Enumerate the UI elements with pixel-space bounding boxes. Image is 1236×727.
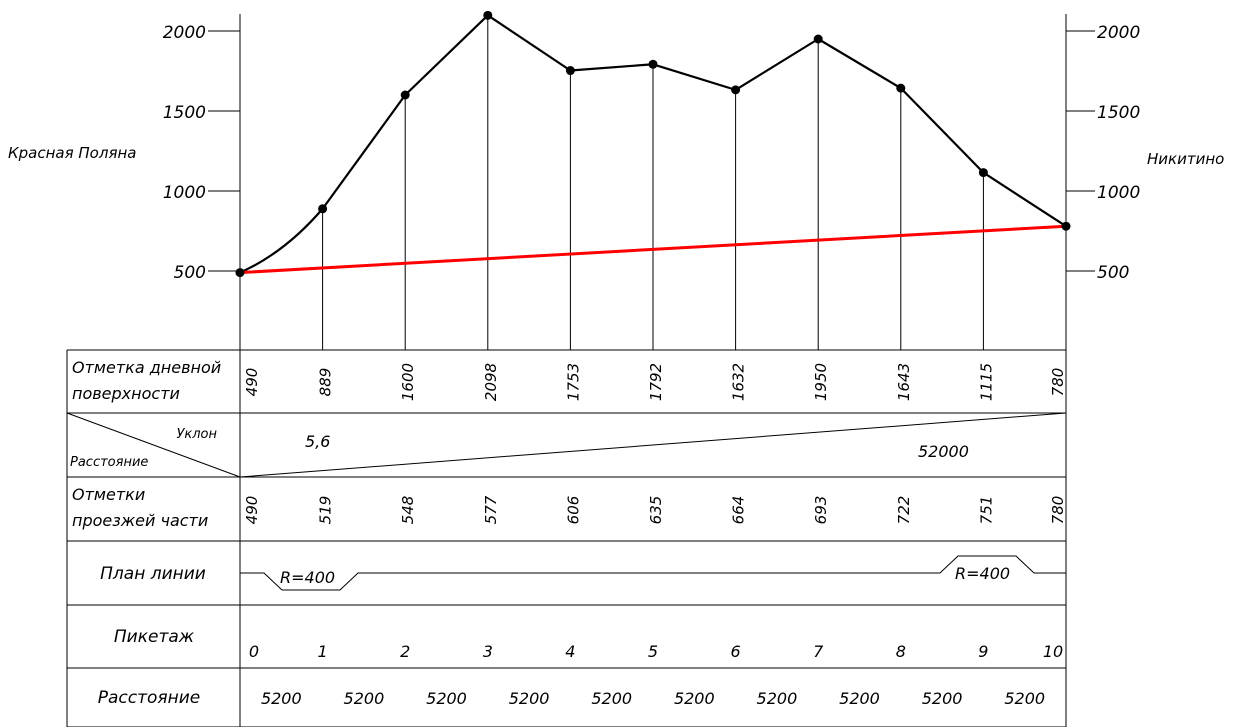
profile-point [648,59,658,69]
road-level-header-line2: проезжей части [72,511,208,530]
right-tick-label: 2000 [1097,23,1140,43]
profile-point [978,168,988,178]
road-level-value: 635 [647,496,665,525]
road-level-value: 780 [1049,496,1067,525]
right-tick-label: 500 [1097,263,1129,283]
total-distance-value: 52000 [918,442,969,461]
picket-number: 5 [648,642,658,661]
road-level-value: 577 [482,495,500,524]
right-station-name: Никитино [1147,150,1224,168]
ground-level-value: 1600 [399,363,417,401]
distance-value: 5200 [591,689,632,708]
distance-value: 5200 [426,689,467,708]
picket-number: 0 [249,642,259,661]
picket-number: 10 [1043,642,1063,661]
profile-point [235,268,245,278]
ground-level-value: 1950 [812,363,830,401]
picket-number: 9 [978,642,988,661]
distance-value: 5200 [261,689,302,708]
distance-value: 5200 [839,689,880,708]
road-level-value: 490 [243,496,261,525]
distance-row-label: Расстояние [98,688,201,708]
distance-value: 5200 [674,689,715,708]
text-labels: 500 500 1000 1000 1500 1500 2000 2000 Красная По… [8,23,1224,708]
profile-point [1061,221,1071,231]
right-tick-label: 1000 [1097,183,1140,203]
ground-level-value: 2098 [482,363,500,401]
profile-point [731,85,741,95]
slope-value: 5,6 [305,432,330,451]
picket-number: 4 [565,642,575,661]
picket-number: 7 [813,642,824,661]
ground-level-value: 1753 [564,363,582,401]
distance-value: 5200 [922,689,963,708]
profile-point [565,66,575,76]
left-tick-label: 1000 [163,183,206,203]
ground-level-header-line1: Отметка дневной [72,358,221,377]
plan-curve-left: R=400 [280,568,335,587]
road-level-value: 722 [895,496,913,525]
ground-level-value: 1632 [730,363,748,401]
picket-row-label: Пикетаж [114,627,195,647]
distance-value: 5200 [757,689,798,708]
road-level-value: 693 [812,496,830,525]
left-tick-label: 2000 [163,23,206,43]
profile-table [66,349,1067,727]
picket-number: 8 [896,642,906,661]
road-level-value: 519 [317,496,335,525]
left-station-name: Красная Поляна [8,144,136,162]
ground-level-value: 1115 [977,363,995,401]
distance-header-label: Расстояние [70,455,148,470]
picket-number: 6 [731,642,741,661]
left-tick-label: 1500 [163,103,206,123]
profile-points [235,10,1071,278]
distance-value: 5200 [344,689,385,708]
axes-group [208,14,1095,350]
distance-value: 5200 [509,689,550,708]
profile-point [813,34,823,44]
ground-level-value: 889 [317,368,335,397]
road-level-value: 548 [399,496,417,525]
ground-level-value: 1643 [895,363,913,401]
ground-level-value: 1792 [647,363,665,401]
slope-header-diagonal [66,412,241,478]
picket-number: 3 [483,642,493,661]
ground-level-value: 780 [1049,368,1067,397]
picket-verticals [322,15,984,350]
road-level-value: 664 [730,496,748,525]
ground-level-value: 490 [243,368,261,397]
profile-point [400,90,410,100]
plan-curve-right: R=400 [955,564,1010,583]
road-level-value: 606 [564,496,582,525]
slope-header-label: Уклон [176,427,217,442]
plan-row-label: План линии [100,564,206,584]
picket-number: 1 [318,642,328,661]
plan-line [240,555,1066,591]
profile-point [896,83,906,93]
design-grade-line [239,224,1067,275]
road-level-value: 751 [977,496,995,525]
left-tick-label: 500 [174,263,206,283]
road-level-header-line1: Отметки [72,485,145,504]
slope-diagonal [239,412,1067,478]
distance-value: 5200 [1004,689,1045,708]
right-tick-label: 1500 [1097,103,1140,123]
profile-point [318,204,328,214]
profile-point [483,10,493,20]
picket-number: 2 [400,642,410,661]
ground-profile-line [239,14,1067,274]
profile-lines [239,14,1067,275]
ground-level-header-line2: поверхности [72,384,180,403]
